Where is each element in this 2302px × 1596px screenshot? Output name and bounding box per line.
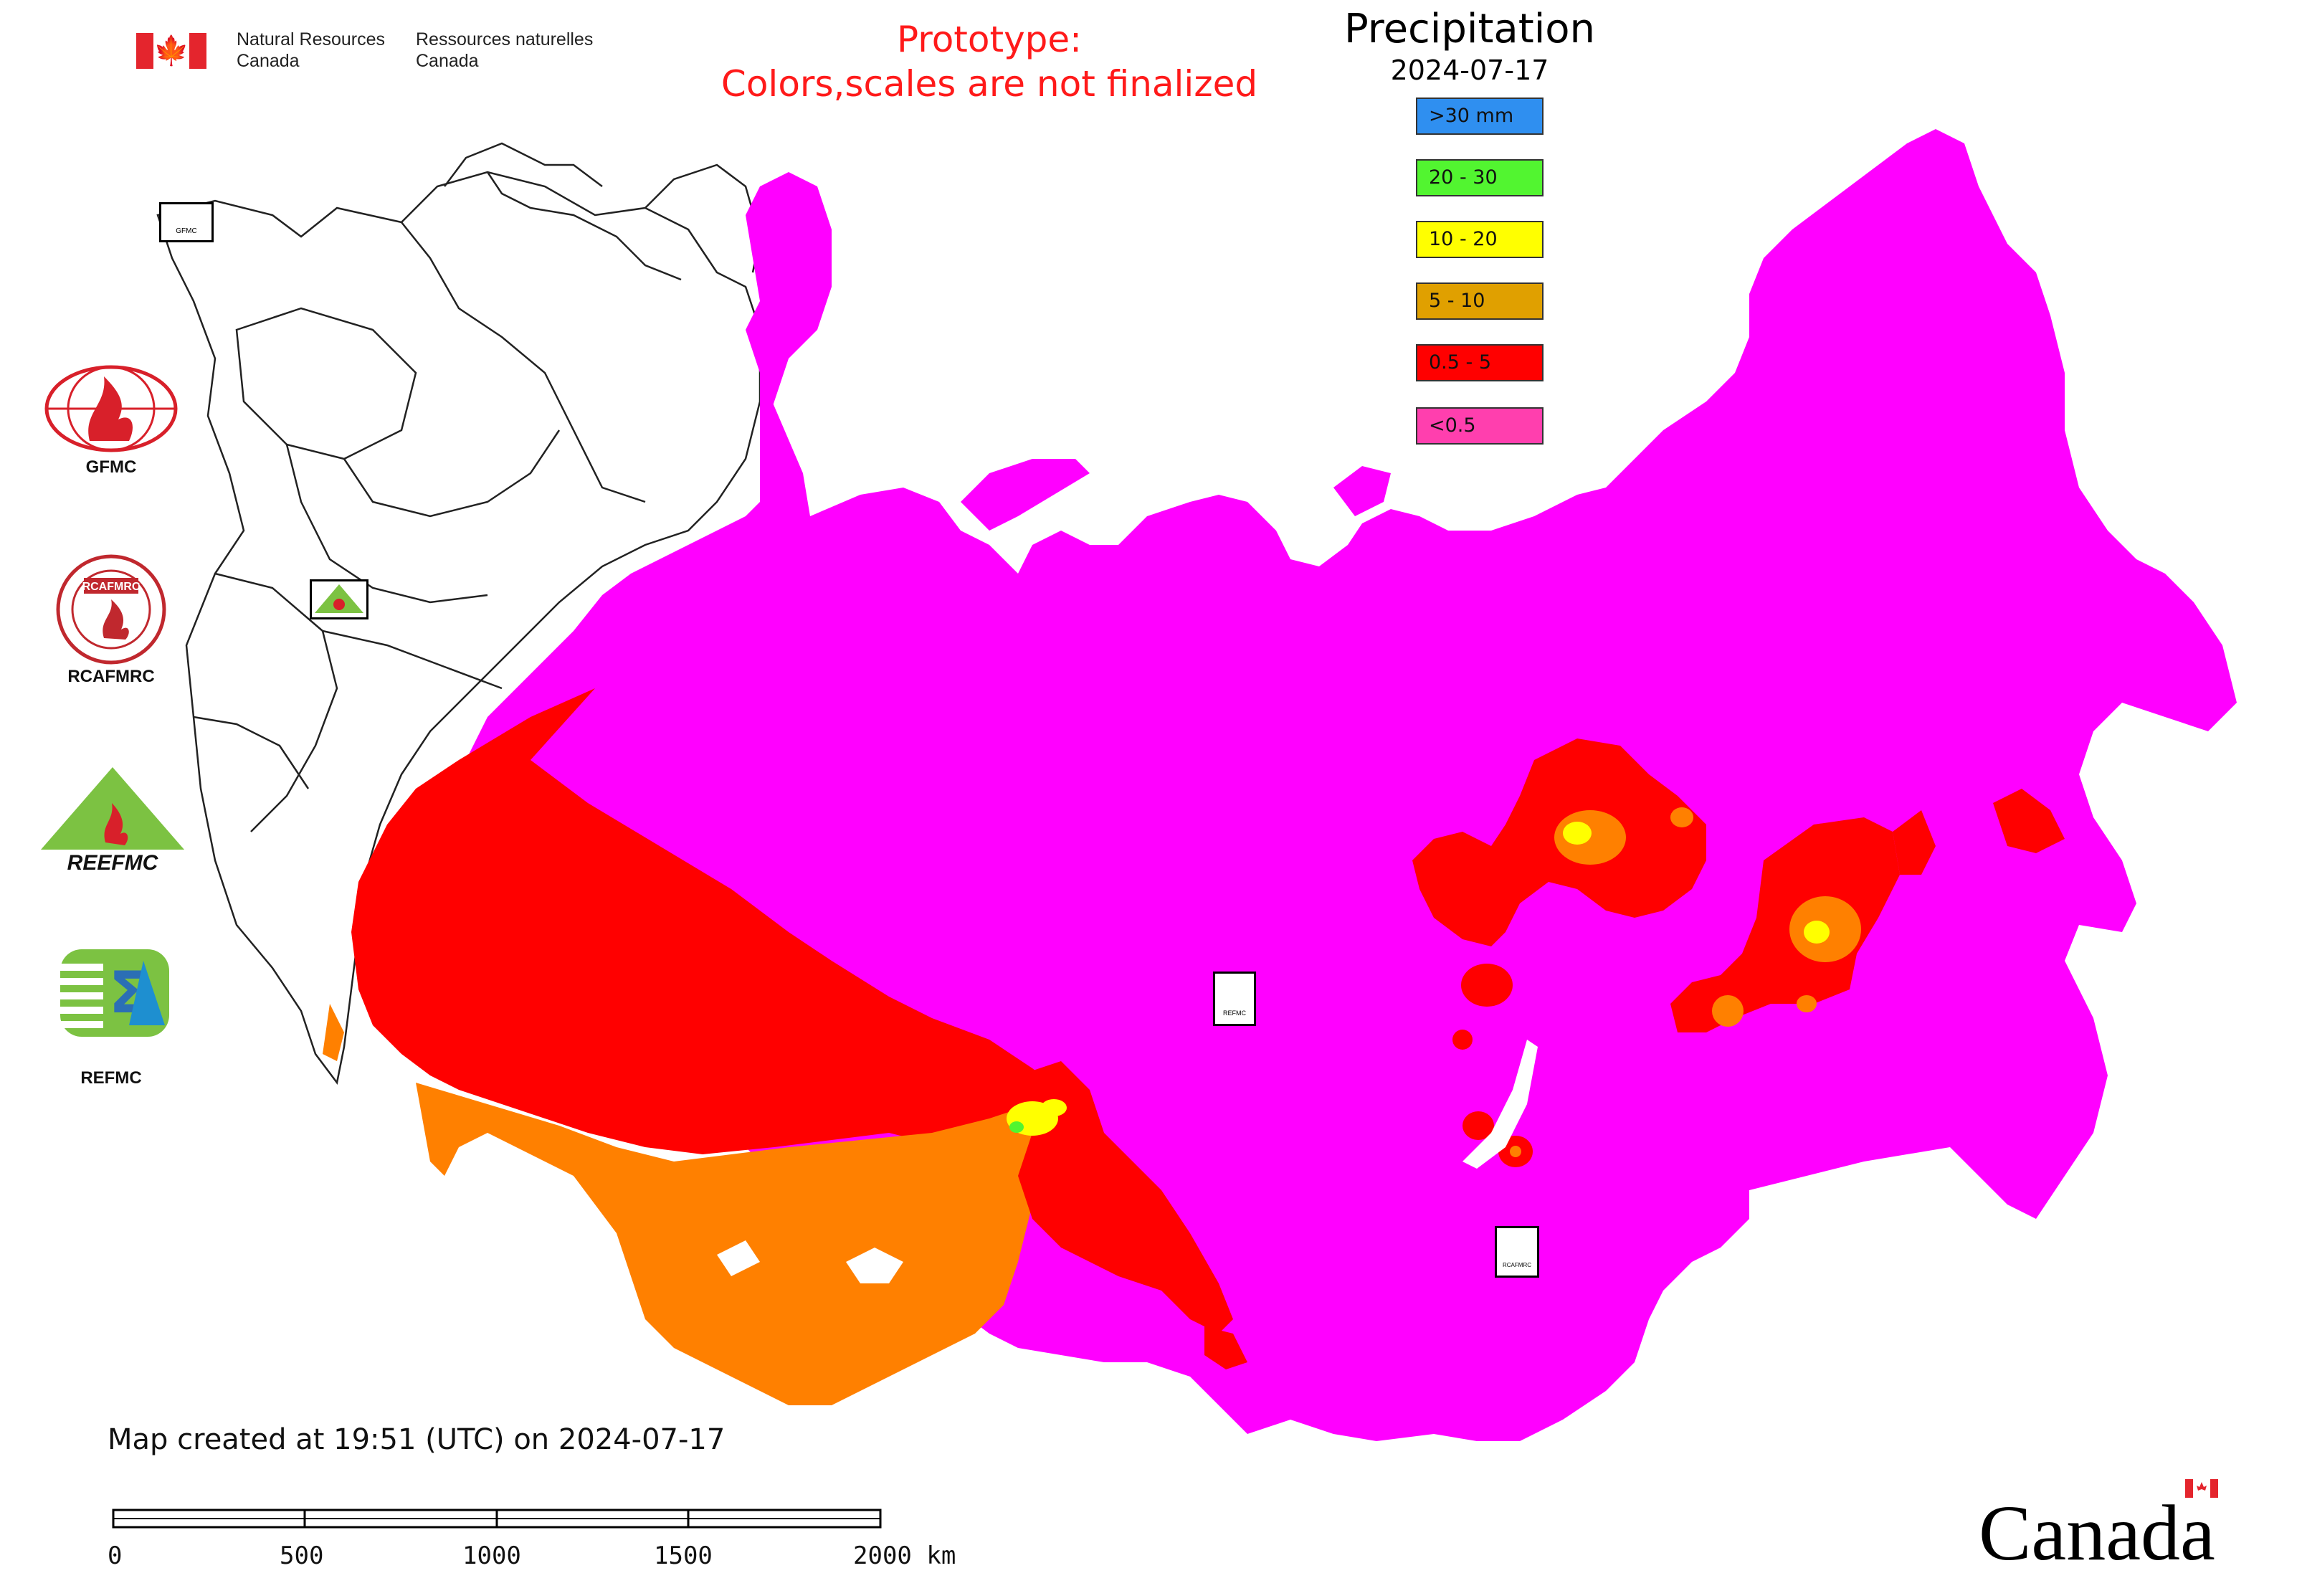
- region-0-5-to-5: [351, 688, 1075, 1154]
- refmc-label: REFMC: [80, 1068, 142, 1088]
- refmc-marker: REFMC: [1213, 972, 1256, 1026]
- region-10-20-east: [1563, 822, 1592, 845]
- scale-bar: 0 500 1000 1500 2000 km: [108, 1498, 968, 1577]
- scale-label-2000: 2000 km: [853, 1542, 956, 1570]
- reefmc-logo-text: REEFMC: [67, 851, 159, 875]
- region-20-30-west: [1009, 1121, 1024, 1133]
- legend-item-20-30: 20 - 30: [1416, 159, 1544, 196]
- reefmc-logo: REEFMC: [41, 767, 184, 875]
- scale-label-500: 500: [280, 1542, 324, 1570]
- scale-label-1500: 1500: [654, 1542, 713, 1570]
- rcafmrc-logo: RCAFMRC: [56, 554, 166, 665]
- canada-wordmark: Canada: [1979, 1479, 2218, 1579]
- government-signature: 🍁 Natural Resources Canada Ressources na…: [136, 29, 609, 79]
- legend-item-over-30: >30 mm: [1416, 98, 1544, 135]
- legend-item-10-20: 10 - 20: [1416, 221, 1544, 258]
- rcafmrc-label: RCAFMRC: [67, 667, 155, 686]
- europe-outlines: [156, 142, 761, 1085]
- rcafmrc-marker: RCAFMRC: [1495, 1226, 1539, 1278]
- reefmc-marker: [310, 579, 368, 619]
- gfmc-logo: [44, 365, 178, 452]
- gfmc-label: GFMC: [85, 457, 137, 477]
- legend-title: Precipitation: [1343, 6, 1596, 52]
- svg-text:RCAFMRC: RCAFMRC: [82, 581, 141, 593]
- refmc-logo: Σ: [60, 949, 169, 1037]
- gfmc-marker: GFMC: [159, 202, 214, 242]
- scale-label-1000: 1000: [462, 1542, 521, 1570]
- legend-item-0-5-5: 0.5 - 5: [1416, 344, 1544, 381]
- wordmark-flag-icon: [2184, 1479, 2218, 1498]
- map-created-timestamp: Map created at 19:51 (UTC) on 2024-07-17: [108, 1423, 726, 1456]
- gc-name-en: Natural Resources Canada: [237, 29, 386, 71]
- canada-flag-icon: 🍁: [136, 33, 206, 69]
- scale-label-0: 0: [108, 1542, 123, 1570]
- region-10-20-east-2: [1804, 921, 1830, 944]
- legend-item-below-0-5: <0.5: [1416, 407, 1544, 445]
- legend-item-5-10: 5 - 10: [1416, 282, 1544, 320]
- legend-date: 2024-07-17: [1390, 54, 1549, 86]
- gc-name-fr: Ressources naturelles Canada: [416, 29, 594, 71]
- prototype-notice: Prototype: Colors,scales are not finaliz…: [720, 19, 1258, 105]
